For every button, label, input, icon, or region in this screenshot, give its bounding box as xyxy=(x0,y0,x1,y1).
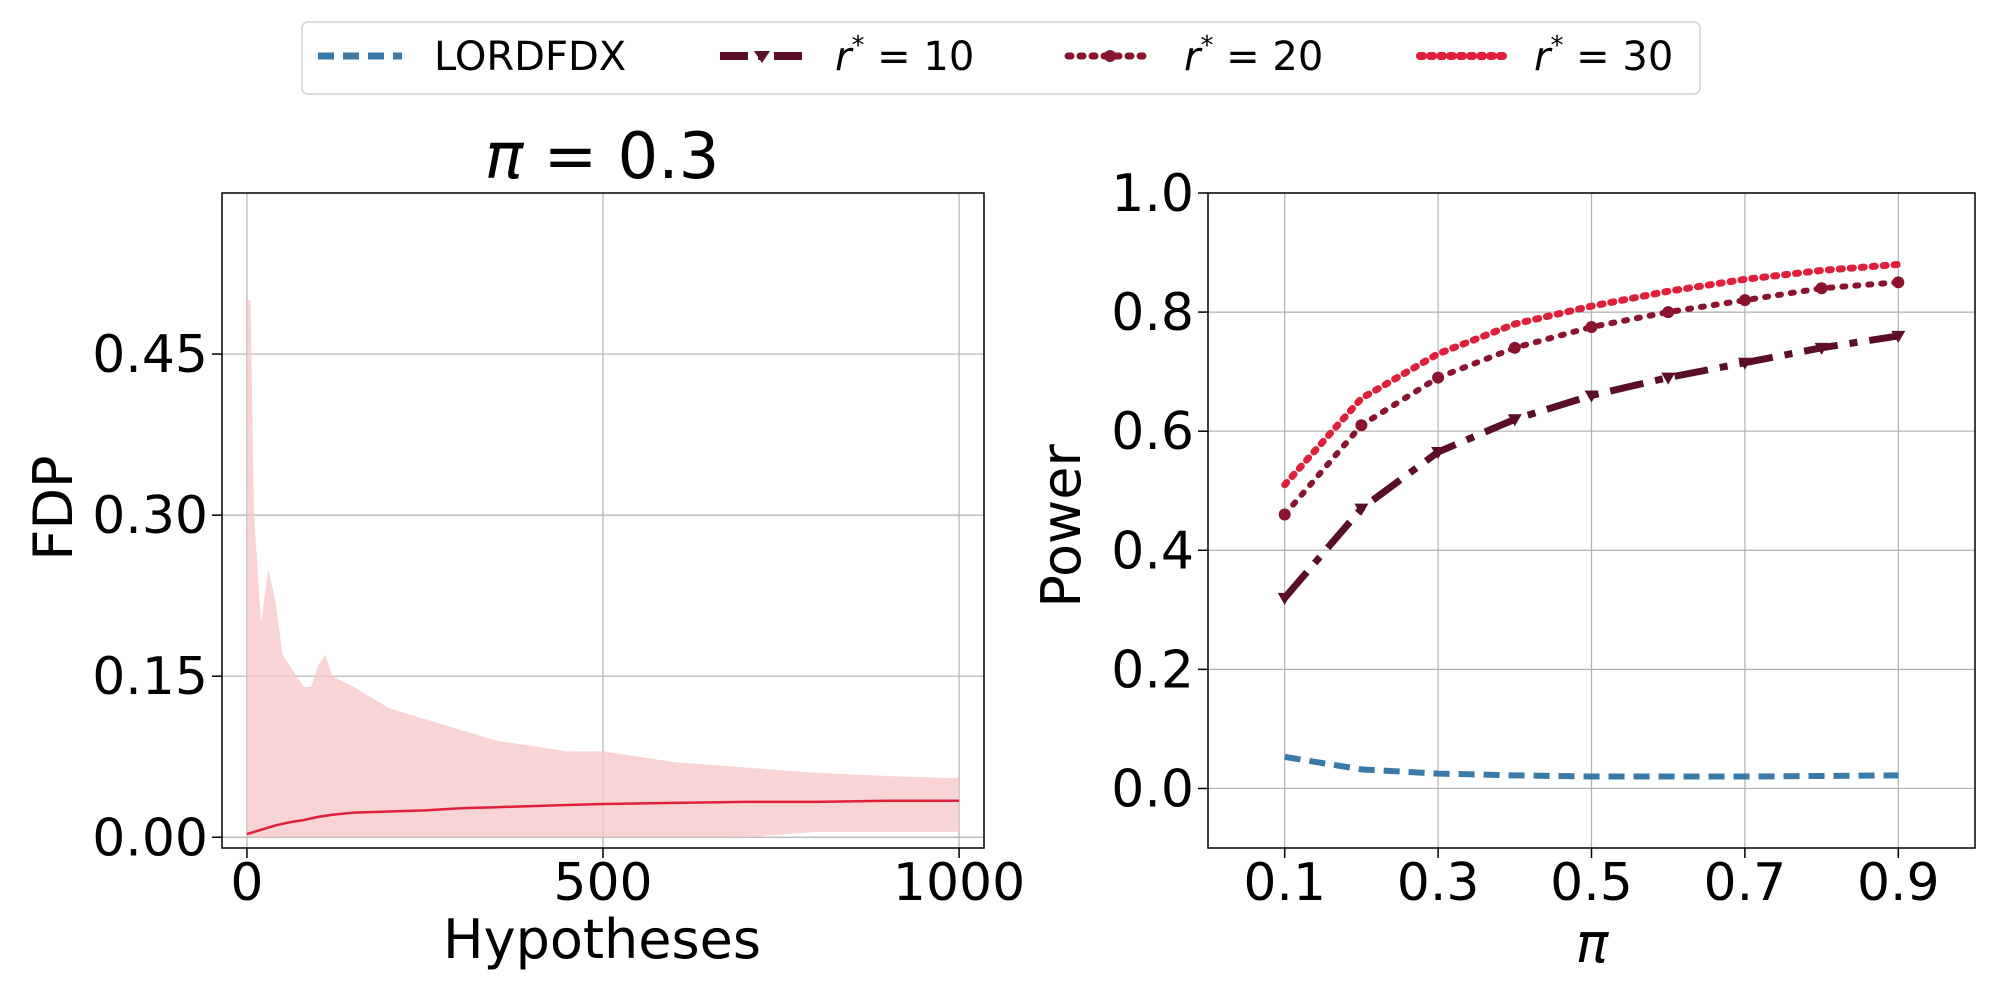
figure-canvas: LORDFDX r* = 10 r* = 20 r* = 30 0 500 1000… xyxy=(0,0,2000,1000)
power-marker-r20 xyxy=(1355,419,1367,431)
power-plot-ytick-label: 0.2 xyxy=(1111,640,1194,700)
power-plot-ytick-label: 0.4 xyxy=(1111,521,1194,581)
fdp-plot-title: π = 0.3 xyxy=(485,120,720,194)
power-marker-r20 xyxy=(1662,306,1674,318)
power-plot-xtick-label: 0.3 xyxy=(1397,853,1480,913)
power-marker-r20 xyxy=(1892,276,1904,288)
power-plot-xlabel: π xyxy=(1576,912,1610,975)
fdp-plot-xtick-label: 1000 xyxy=(893,853,1025,913)
fdp-plot-ytick-label: 0.45 xyxy=(92,325,208,385)
power-plot-xtick-label: 0.7 xyxy=(1704,853,1787,913)
power-marker-r20 xyxy=(1816,282,1828,294)
power-plot-ytick-label: 0.6 xyxy=(1111,402,1194,462)
power-marker-r20 xyxy=(1739,294,1751,306)
fdp-plot-ytick-label: 0.30 xyxy=(92,486,208,546)
power-plot-ytick-label: 0.0 xyxy=(1111,759,1194,819)
fdp-plot: 0 500 1000 0.00 0.15 0.30 0.45 xyxy=(92,193,1025,913)
fdp-plot-xtick-label: 500 xyxy=(553,853,652,913)
power-marker-r10 xyxy=(1661,373,1675,385)
fdp-plot-ylabel: FDP xyxy=(22,455,85,560)
power-plot-xtick-label: 0.1 xyxy=(1243,853,1326,913)
power-marker-r20 xyxy=(1509,342,1521,354)
power-marker-r20 xyxy=(1432,372,1444,384)
power-marker-r10 xyxy=(1278,593,1292,605)
power-plot-ylabel: Power xyxy=(1030,444,1093,608)
fdp-plot-ytick-label: 0.00 xyxy=(92,808,208,868)
fdp-plot-xlabel: Hypotheses xyxy=(443,908,761,971)
legend-label-lordfdx: LORDFDX xyxy=(434,34,626,80)
power-marker-r20 xyxy=(1279,509,1291,521)
power-plot-ytick-label: 1.0 xyxy=(1111,164,1194,224)
power-plot: 0.1 0.3 0.5 0.7 0.9 0.0 0.2 0.4 0.6 0.8 1.0 xyxy=(1111,164,1975,913)
fdp-plot-xtick-label: 0 xyxy=(230,853,263,913)
legend-marker-r20 xyxy=(1104,50,1116,62)
fdp-plot-ytick-label: 0.15 xyxy=(92,647,208,707)
power-plot-ytick-label: 0.8 xyxy=(1111,283,1194,343)
legend: LORDFDX r* = 10 r* = 20 r* = 30 xyxy=(302,22,1700,94)
power-plot-xtick-label: 0.5 xyxy=(1550,853,1633,913)
power-marker-r20 xyxy=(1586,321,1598,333)
power-plot-xtick-label: 0.9 xyxy=(1857,853,1940,913)
